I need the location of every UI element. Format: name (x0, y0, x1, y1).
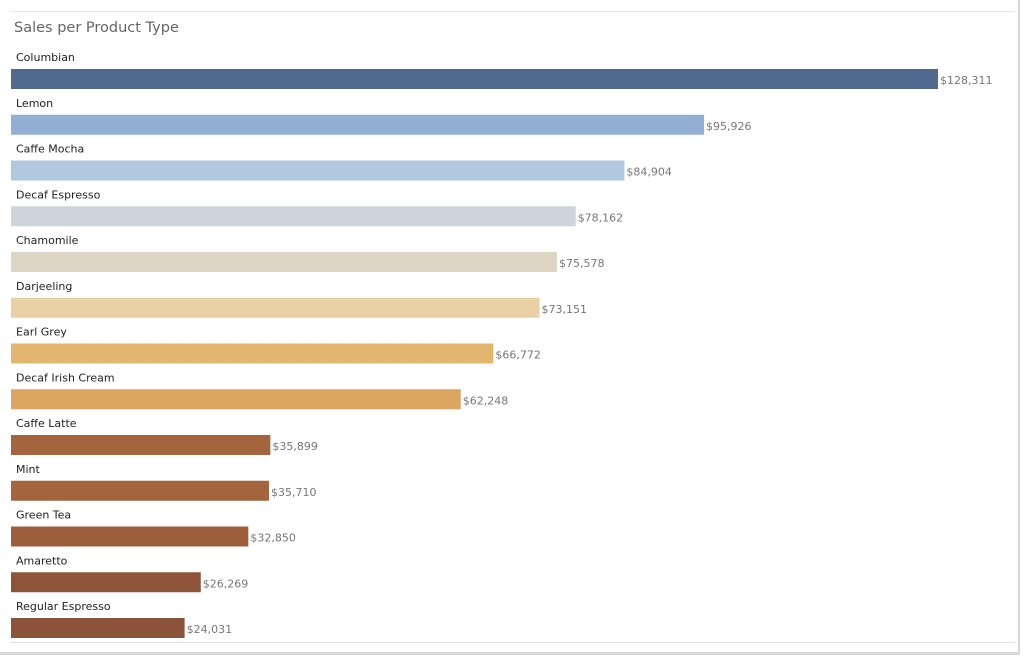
category-label: Earl Grey (16, 326, 67, 339)
bar-earl-grey[interactable] (11, 343, 494, 364)
value-label: $128,311 (940, 74, 993, 87)
bar-decaf-espresso[interactable] (11, 206, 576, 227)
value-label: $26,269 (203, 577, 249, 590)
divider-bottom (10, 642, 1015, 643)
bar-amaretto[interactable] (11, 572, 201, 593)
category-label: Green Tea (16, 509, 71, 522)
bar-chamomile[interactable] (11, 252, 558, 272)
bar-regular-espresso[interactable] (11, 618, 185, 638)
bar-darjeeling[interactable] (11, 297, 540, 318)
category-label: Caffe Latte (16, 417, 77, 430)
chart-title: Sales per Product Type (14, 20, 179, 36)
value-label: $75,578 (559, 257, 605, 270)
divider-top (10, 11, 1015, 12)
bar-green-tea[interactable] (11, 526, 249, 547)
bar-caffe-latte[interactable] (11, 435, 271, 455)
category-label: Decaf Espresso (16, 188, 101, 201)
value-label: $66,772 (495, 349, 541, 362)
category-label: Chamomile (16, 234, 79, 247)
bar-lemon[interactable] (11, 114, 705, 135)
value-label: $35,899 (272, 440, 318, 453)
bar-mint[interactable] (11, 480, 269, 501)
category-label: Regular Espresso (16, 600, 111, 613)
category-label: Darjeeling (16, 280, 72, 293)
category-label: Caffe Mocha (16, 143, 84, 156)
category-label: Mint (16, 463, 41, 476)
category-label: Amaretto (16, 554, 68, 567)
value-label: $62,248 (463, 394, 509, 407)
category-label: Columbian (16, 51, 75, 64)
value-label: $32,850 (250, 532, 296, 545)
value-label: $24,031 (187, 623, 233, 636)
category-label: Decaf Irish Cream (16, 371, 115, 384)
value-label: $73,151 (541, 303, 587, 316)
bar-caffe-mocha[interactable] (11, 160, 625, 181)
value-label: $95,926 (706, 120, 752, 133)
value-label: $78,162 (578, 211, 624, 224)
value-label: $35,710 (271, 486, 317, 499)
bar-decaf-irish-cream[interactable] (11, 389, 461, 410)
value-label: $84,904 (626, 166, 672, 179)
bar-columbian[interactable] (11, 69, 938, 89)
category-label: Lemon (16, 97, 53, 110)
